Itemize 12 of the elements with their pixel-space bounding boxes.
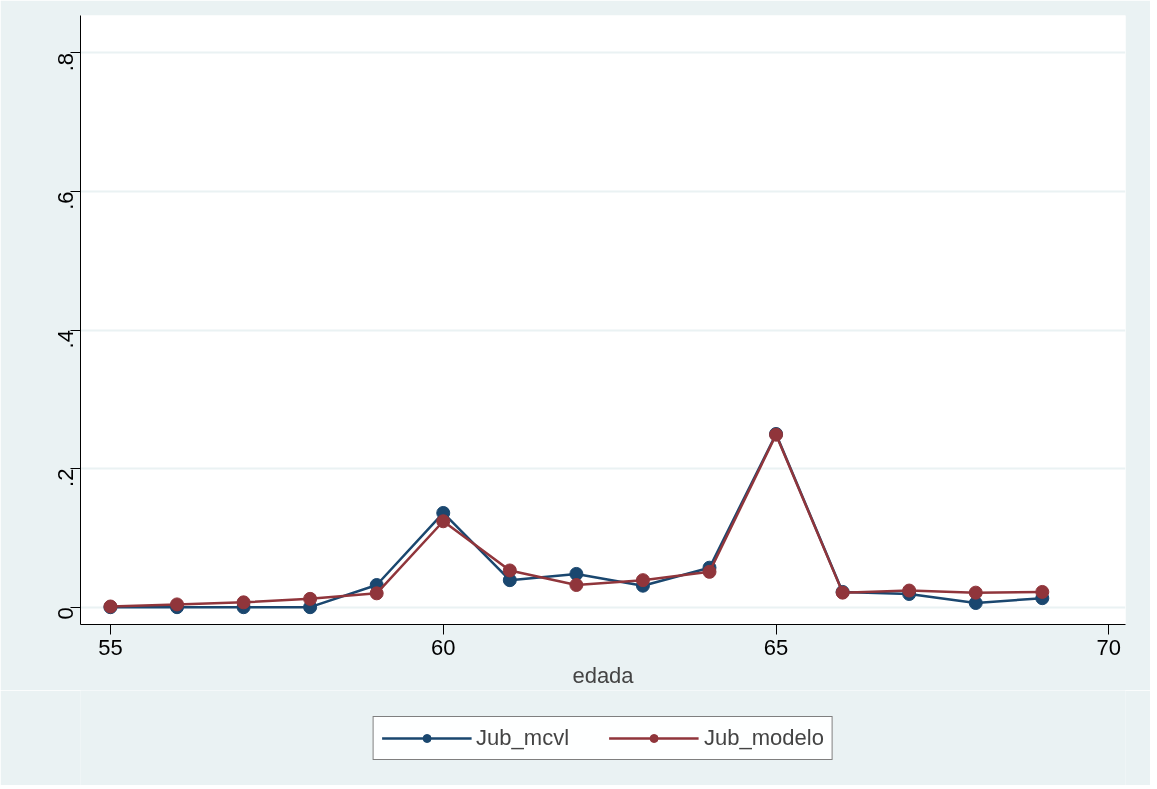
x-axis-title: edada: [572, 662, 635, 688]
legend-label: Jub_mcvl: [476, 724, 570, 751]
y-tick-label: 0: [53, 607, 78, 620]
legend-label: Jub_modelo: [704, 724, 824, 751]
y-tick-label: .2: [53, 468, 78, 487]
x-tick-label: 60: [431, 634, 456, 660]
y-tick-label: .6: [53, 191, 78, 210]
x-tick-label: 65: [763, 634, 789, 660]
y-tick-label: .4: [53, 330, 78, 349]
x-tick-label: 55: [98, 634, 123, 660]
x-tick-label: 70: [1096, 634, 1122, 660]
y-tick-label: .8: [53, 52, 78, 72]
